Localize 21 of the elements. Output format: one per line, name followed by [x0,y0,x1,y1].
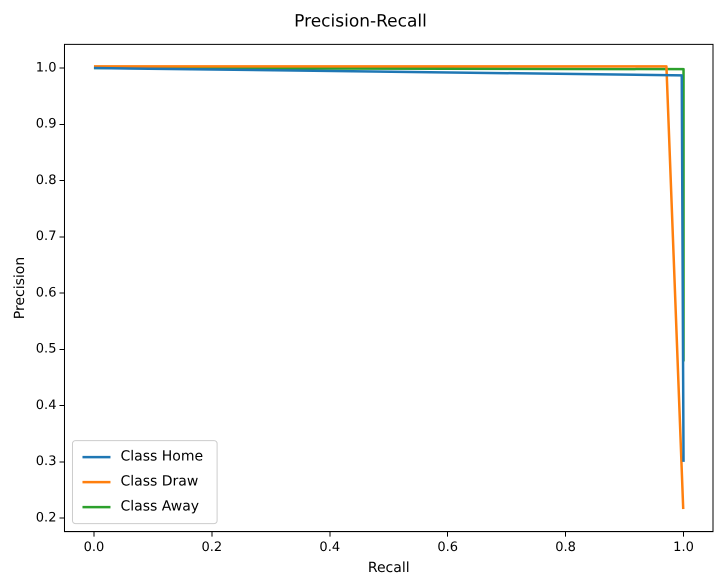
x-tick-label: 0.2 [202,540,222,555]
chart-title: Precision-Recall [294,12,427,32]
y-axis-title: Precision [12,256,28,320]
x-axis-title: Recall [368,560,410,576]
y-tick-label: 0.8 [36,172,56,188]
x-tick-label: 0.8 [555,540,576,555]
y-tick-label: 1.0 [36,60,56,76]
x-tick-label: 0.0 [84,540,104,555]
legend-label: Class Home [120,448,204,465]
x-tick-label: 1.0 [673,540,694,555]
x-tick-label: 0.4 [319,540,340,555]
legend-label: Class Draw [120,474,198,490]
x-tick-label: 0.6 [437,540,458,555]
y-tick-label: 0.2 [36,510,56,526]
y-tick-label: 0.7 [36,229,56,244]
y-tick-label: 0.4 [36,398,56,413]
y-tick-label: 0.6 [36,285,56,300]
y-tick-label: 0.3 [36,454,56,470]
y-tick-label: 0.5 [36,342,56,357]
legend-label: Class Away [120,498,200,515]
y-tick-label: 0.9 [36,116,56,132]
